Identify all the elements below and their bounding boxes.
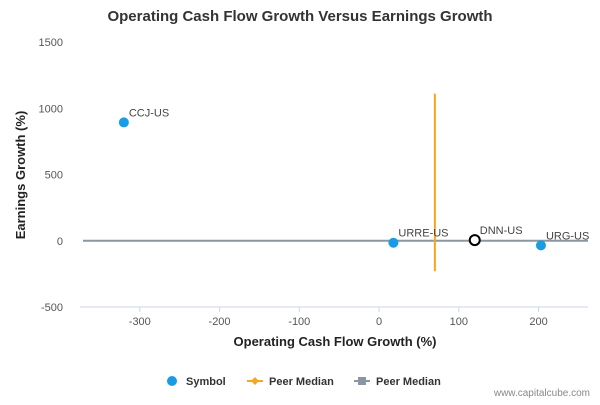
data-point-highlight <box>468 234 481 247</box>
x-tick-label: -200 <box>209 316 231 328</box>
data-point-label: URRE-US <box>398 228 448 240</box>
x-tick-label: 100 <box>450 316 468 328</box>
x-tick-label: -300 <box>129 316 151 328</box>
y-tick-label: 1500 <box>39 37 63 49</box>
y-tick-label: 500 <box>45 170 63 182</box>
legend-diamond-marker <box>251 377 259 385</box>
plot-area: -300 -200 -100 0 100 200 -500 0 500 1000 1500 CCJ-U… <box>39 37 590 328</box>
legend: Symbol Peer Median Peer Median <box>167 376 441 388</box>
data-point <box>535 240 546 251</box>
data-point <box>118 117 129 128</box>
x-axis-label: Operating Cash Flow Growth (%) <box>234 334 437 349</box>
legend-square-marker <box>358 377 366 385</box>
x-tick-label: 0 <box>376 316 382 328</box>
x-tick-label: 200 <box>529 316 547 328</box>
x-tick-label: -100 <box>288 316 310 328</box>
y-tick-label: 0 <box>57 236 63 248</box>
legend-symbol-marker <box>167 376 177 386</box>
y-axis-label: Earnings Growth (%) <box>13 111 28 240</box>
chart-title: Operating Cash Flow Growth Versus Earnin… <box>107 8 492 25</box>
data-point-label: DNN-US <box>480 225 523 237</box>
legend-item-label: Peer Median <box>269 376 334 388</box>
y-tick-label: -500 <box>41 302 63 314</box>
data-point-label: URG-US <box>546 230 589 242</box>
legend-item-label: Symbol <box>186 376 226 388</box>
data-point <box>388 237 399 248</box>
legend-item-label: Peer Median <box>376 376 441 388</box>
data-point-label: CCJ-US <box>129 107 169 119</box>
watermark: www.capitalcube.com <box>493 388 590 399</box>
y-tick-label: 1000 <box>39 103 63 115</box>
